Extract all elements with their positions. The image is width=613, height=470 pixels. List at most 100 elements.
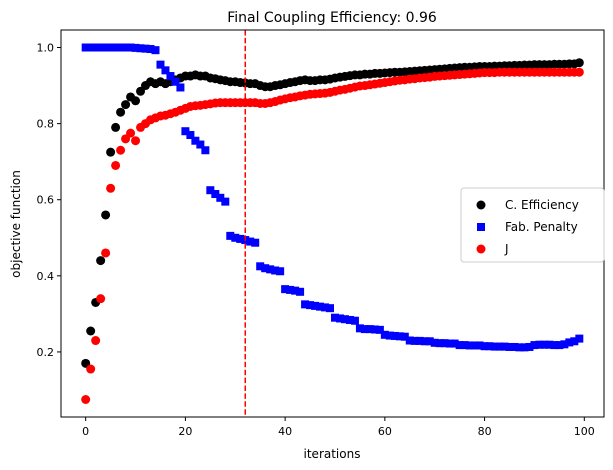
plot-area <box>81 30 584 417</box>
data-point <box>121 43 130 52</box>
data-point <box>126 43 135 52</box>
x-tick-label: 0 <box>82 425 89 438</box>
data-point <box>281 285 290 294</box>
data-point <box>116 145 126 155</box>
data-point <box>81 394 91 404</box>
data-point <box>201 146 210 155</box>
legend-box <box>460 187 605 263</box>
data-point <box>420 337 429 346</box>
data-point <box>574 58 584 68</box>
data-point <box>450 339 459 348</box>
data-point <box>365 325 374 334</box>
data-point <box>485 342 494 351</box>
data-point <box>455 341 464 350</box>
data-point <box>101 43 110 52</box>
data-point <box>510 342 519 351</box>
x-tick-label: 40 <box>278 425 292 438</box>
y-tick-label: 0.6 <box>37 194 55 207</box>
data-point <box>410 336 419 345</box>
data-point <box>276 267 285 276</box>
data-point <box>101 248 111 258</box>
data-point <box>261 264 270 273</box>
data-point <box>316 302 325 311</box>
data-point <box>151 46 160 55</box>
data-point <box>525 342 534 351</box>
data-point <box>555 341 564 350</box>
data-point <box>111 122 121 132</box>
data-point <box>111 43 120 52</box>
legend-marker <box>477 223 485 231</box>
legend-label: C. Efficiency <box>505 198 579 212</box>
data-point <box>390 331 399 340</box>
data-point <box>480 342 489 351</box>
data-point <box>540 340 549 349</box>
data-point <box>166 72 175 81</box>
data-point <box>101 210 111 220</box>
data-point <box>121 100 131 110</box>
data-point <box>311 301 320 310</box>
data-point <box>86 326 96 336</box>
data-point <box>575 334 584 343</box>
data-point <box>81 43 90 52</box>
y-tick-label: 0.2 <box>37 346 55 359</box>
data-point <box>96 43 105 52</box>
data-point <box>221 197 230 206</box>
data-point <box>106 147 116 157</box>
x-tick-label: 20 <box>178 425 192 438</box>
data-point <box>86 364 96 374</box>
data-point <box>326 304 335 313</box>
data-point <box>146 45 155 54</box>
data-point <box>570 337 579 346</box>
data-point <box>291 286 300 295</box>
y-axis-label: objective function <box>9 170 23 278</box>
data-point <box>136 44 145 53</box>
data-point <box>560 340 569 349</box>
data-point <box>296 287 305 296</box>
data-point <box>246 237 255 246</box>
y-tick-label: 1.0 <box>37 42 55 55</box>
data-point <box>565 338 574 347</box>
data-point <box>126 128 136 138</box>
data-point <box>161 66 170 75</box>
data-point <box>415 336 424 345</box>
data-point <box>96 294 106 304</box>
x-tick-label: 80 <box>478 425 492 438</box>
data-point <box>360 325 369 334</box>
data-point <box>500 342 509 351</box>
data-point <box>340 315 349 324</box>
data-point <box>301 300 310 309</box>
data-point <box>156 60 165 69</box>
data-point <box>111 160 121 170</box>
data-point <box>186 131 195 140</box>
data-point <box>91 336 101 346</box>
data-point <box>176 83 185 92</box>
data-point <box>131 96 141 106</box>
data-point <box>171 77 180 86</box>
data-point <box>465 341 474 350</box>
data-point <box>321 303 330 312</box>
x-axis-label: iterations <box>304 447 361 461</box>
data-point <box>131 43 140 52</box>
data-point <box>91 43 100 52</box>
data-point <box>345 315 354 324</box>
data-point <box>495 342 504 351</box>
data-point <box>211 190 220 199</box>
data-point <box>405 336 414 345</box>
data-point <box>574 67 584 77</box>
data-point <box>425 337 434 346</box>
data-point <box>400 332 409 341</box>
data-point <box>196 140 205 149</box>
data-point <box>266 265 275 274</box>
data-point <box>535 340 544 349</box>
data-point <box>306 301 315 310</box>
legend-marker <box>476 200 486 210</box>
data-point <box>226 231 235 240</box>
data-point <box>271 266 280 275</box>
data-point <box>550 341 559 350</box>
data-point <box>106 43 115 52</box>
data-point <box>131 136 141 146</box>
data-point <box>375 325 384 334</box>
x-tick-label: 100 <box>574 425 595 438</box>
data-point <box>286 285 295 294</box>
